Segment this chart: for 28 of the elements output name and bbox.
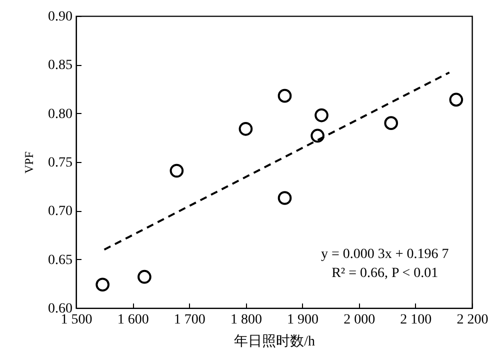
x-tick-label: 2 000 [344, 312, 376, 328]
point [310, 128, 324, 143]
x-tick-label: 1 800 [230, 312, 262, 328]
x-tick-label: 1 900 [287, 312, 319, 328]
x-tick-label: 1 700 [174, 312, 206, 328]
y-tick-label: 0.70 [48, 204, 72, 220]
y-tick-label: 0.75 [48, 156, 72, 170]
x-tick-label: 1 600 [117, 312, 149, 328]
point [278, 191, 292, 205]
point [138, 270, 152, 284]
x-axis-title: 年日照时数/h [234, 334, 315, 350]
y-axis-title: VPF [22, 151, 36, 174]
x-tick-label: 2 200 [456, 312, 488, 328]
y-tick-label: 0.85 [48, 58, 72, 74]
point [314, 108, 328, 122]
y-tick-label: 0.80 [48, 106, 72, 122]
point [96, 278, 110, 292]
point [278, 88, 292, 103]
annotation: R² = 0.66, P < 0.01 [332, 266, 438, 281]
y-tick-label: 0.65 [48, 252, 72, 268]
annotation: y = 0.000 3x + 0.196 7 [320, 246, 449, 262]
point [170, 164, 184, 178]
point [238, 122, 253, 136]
point [384, 116, 398, 130]
x-tick-label: 2 100 [400, 312, 432, 328]
point [449, 92, 464, 107]
y-tick-label: 0.90 [48, 10, 72, 24]
x-tick-label: 1 500 [60, 312, 92, 328]
